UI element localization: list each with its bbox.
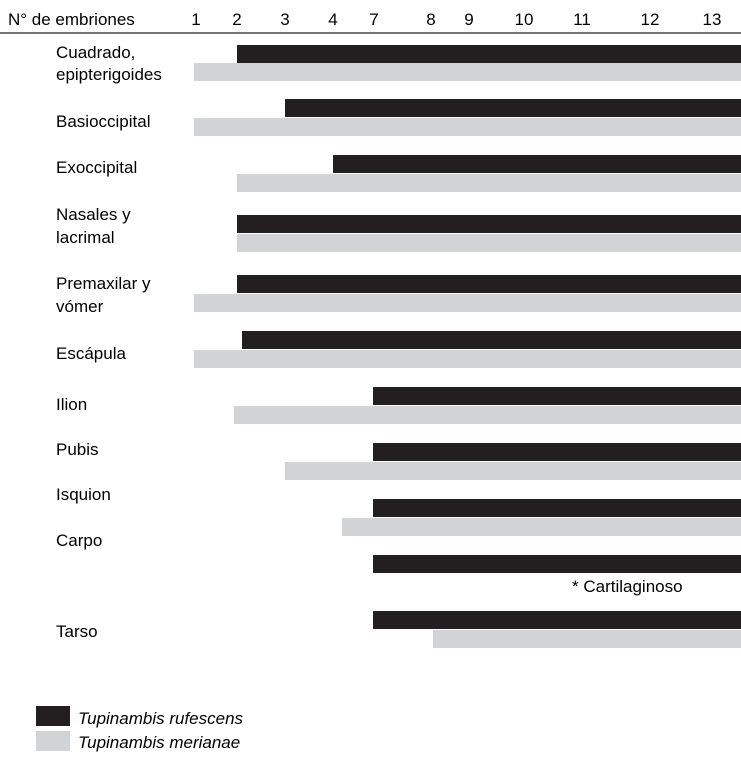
bar-rufescens: [373, 499, 741, 517]
bar-merianae: [342, 518, 741, 536]
bar-rufescens: [373, 611, 741, 629]
legend-label-merianae: Tupinambis merianae: [78, 733, 240, 752]
legend: Tupinambis rufescens Tupinambis merianae: [36, 706, 244, 752]
bar-rufescens: [237, 45, 741, 63]
category-label: Pubis: [56, 440, 99, 459]
legend-label-rufescens: Tupinambis rufescens: [78, 709, 244, 728]
x-tick-label: 11: [573, 10, 591, 29]
bar-rufescens: [242, 331, 741, 349]
category-label: Isquion: [56, 485, 111, 504]
x-tick-labels: 1 2 3 4 7 8 9 10 11 12 13: [191, 10, 721, 29]
category-label: Ilion: [56, 395, 87, 414]
bar-merianae: [194, 294, 741, 312]
category-label: lacrimal: [56, 228, 115, 247]
bar-rufescens: [333, 155, 741, 173]
bar-rufescens: [237, 215, 741, 233]
bar-merianae: [237, 174, 741, 192]
category-label: Exoccipital: [56, 158, 137, 177]
bar-merianae: [237, 234, 741, 252]
bar-merianae: [285, 462, 741, 480]
x-tick-label: 7: [369, 10, 378, 29]
bar-rufescens: [373, 443, 741, 461]
bar-merianae: [194, 350, 741, 368]
x-tick-label: 3: [280, 10, 289, 29]
x-tick-label: 1: [191, 10, 200, 29]
header-label: N° de embriones: [8, 10, 135, 29]
x-tick-label: 2: [232, 10, 241, 29]
bar-merianae: [194, 63, 741, 81]
bar-rufescens: [373, 555, 741, 573]
bar-rufescens: [373, 387, 741, 405]
x-tick-label: 13: [703, 10, 722, 29]
x-tick-label: 4: [328, 10, 337, 29]
bar-rufescens: [285, 99, 741, 117]
bar-rufescens: [237, 275, 741, 293]
category-label: Nasales y: [56, 205, 131, 224]
category-label: Cuadrado,: [56, 43, 135, 62]
x-tick-label: 10: [515, 10, 534, 29]
x-tick-label: 12: [641, 10, 660, 29]
x-tick-label: 8: [426, 10, 435, 29]
category-label: Basioccipital: [56, 112, 151, 131]
category-label: vómer: [56, 297, 104, 316]
x-tick-label: 9: [464, 10, 473, 29]
bars-layer: [194, 45, 741, 648]
category-label: epipterigoides: [56, 65, 162, 84]
category-label: Premaxilar y: [56, 274, 151, 293]
category-label: Escápula: [56, 344, 126, 363]
cartilaginous-note: * Cartilaginoso: [572, 577, 683, 596]
category-label: Carpo: [56, 531, 102, 550]
bar-merianae: [234, 406, 741, 424]
bar-merianae: [433, 630, 741, 648]
bar-merianae: [194, 118, 741, 136]
category-labels: Cuadrado, epipterigoides Basioccipital Exoc…: [56, 43, 162, 641]
legend-swatch-rufescens: [36, 706, 70, 726]
legend-swatch-merianae: [36, 731, 70, 751]
category-label: Tarso: [56, 622, 98, 641]
